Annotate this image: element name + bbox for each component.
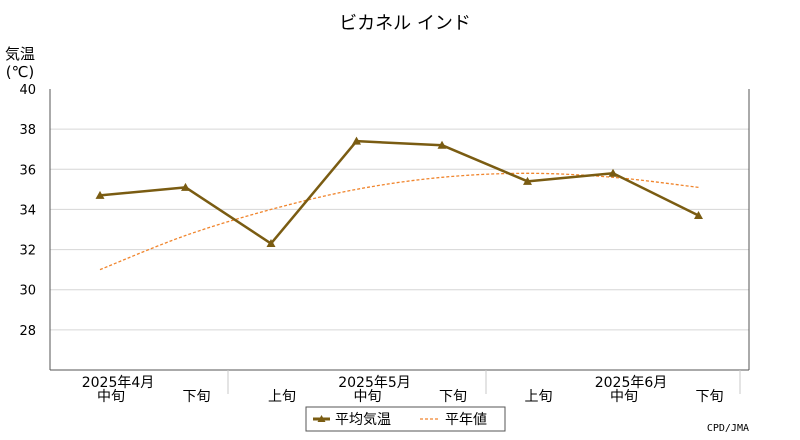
legend-marker-average xyxy=(317,415,326,422)
series-average-point xyxy=(694,210,703,219)
series-average-point xyxy=(95,190,105,199)
x-tick-label: 中旬 xyxy=(354,389,382,405)
series-normal-line xyxy=(99,172,699,271)
legend-label-normal: 平年値 xyxy=(445,412,487,428)
series-average-point xyxy=(608,168,618,177)
y-axis-label-text: 気温 xyxy=(5,45,35,63)
y-tick-label: 38 xyxy=(19,123,36,138)
chart-title: ビカネル インド xyxy=(339,13,471,34)
x-tick-label: 下旬 xyxy=(439,389,467,405)
x-tick-label: 中旬 xyxy=(610,389,638,405)
legend: 平均気温 平年値 xyxy=(305,406,506,432)
series-average-point xyxy=(437,140,447,149)
series-average-point xyxy=(181,182,190,191)
x-tick-label: 中旬 xyxy=(97,389,125,405)
series-average-point xyxy=(266,239,276,248)
x-month-label: 2025年6月 xyxy=(595,375,668,391)
y-tick-label: 34 xyxy=(19,203,36,218)
series-average-line xyxy=(99,139,700,245)
grid-lines xyxy=(50,128,749,331)
y-tick-label: 32 xyxy=(19,244,36,259)
x-tick-label: 上旬 xyxy=(525,389,553,405)
legend-box xyxy=(305,406,506,432)
legend-label-average: 平均気温 xyxy=(335,412,391,428)
x-month-separators xyxy=(227,370,741,394)
x-tick-label: 下旬 xyxy=(696,389,724,405)
plot-area xyxy=(50,89,749,370)
y-tick-label: 36 xyxy=(19,163,36,178)
x-month-label: 2025年5月 xyxy=(338,375,411,391)
y-tick-label: 40 xyxy=(19,83,36,98)
series-average-point xyxy=(352,136,361,145)
y-tick-labels: 28 30 32 34 36 38 40 xyxy=(19,83,36,339)
x-month-labels: 2025年4月 2025年5月 2025年6月 xyxy=(82,375,668,391)
x-tick-label: 上旬 xyxy=(268,389,296,405)
x-tick-label: 下旬 xyxy=(183,389,211,405)
credit-label: CPD/JMA xyxy=(707,423,749,434)
y-tick-label: 30 xyxy=(19,284,36,299)
x-month-label: 2025年4月 xyxy=(82,375,155,391)
y-axis-label-unit: (℃) xyxy=(6,63,35,81)
y-tick-label: 28 xyxy=(19,324,36,339)
series-average-group xyxy=(95,136,703,248)
x-tick-labels: 中旬 下旬 上旬 中旬 下旬 上旬 中旬 下旬 xyxy=(97,389,724,405)
series-normal-group xyxy=(99,172,699,271)
series-average-point xyxy=(523,176,532,185)
